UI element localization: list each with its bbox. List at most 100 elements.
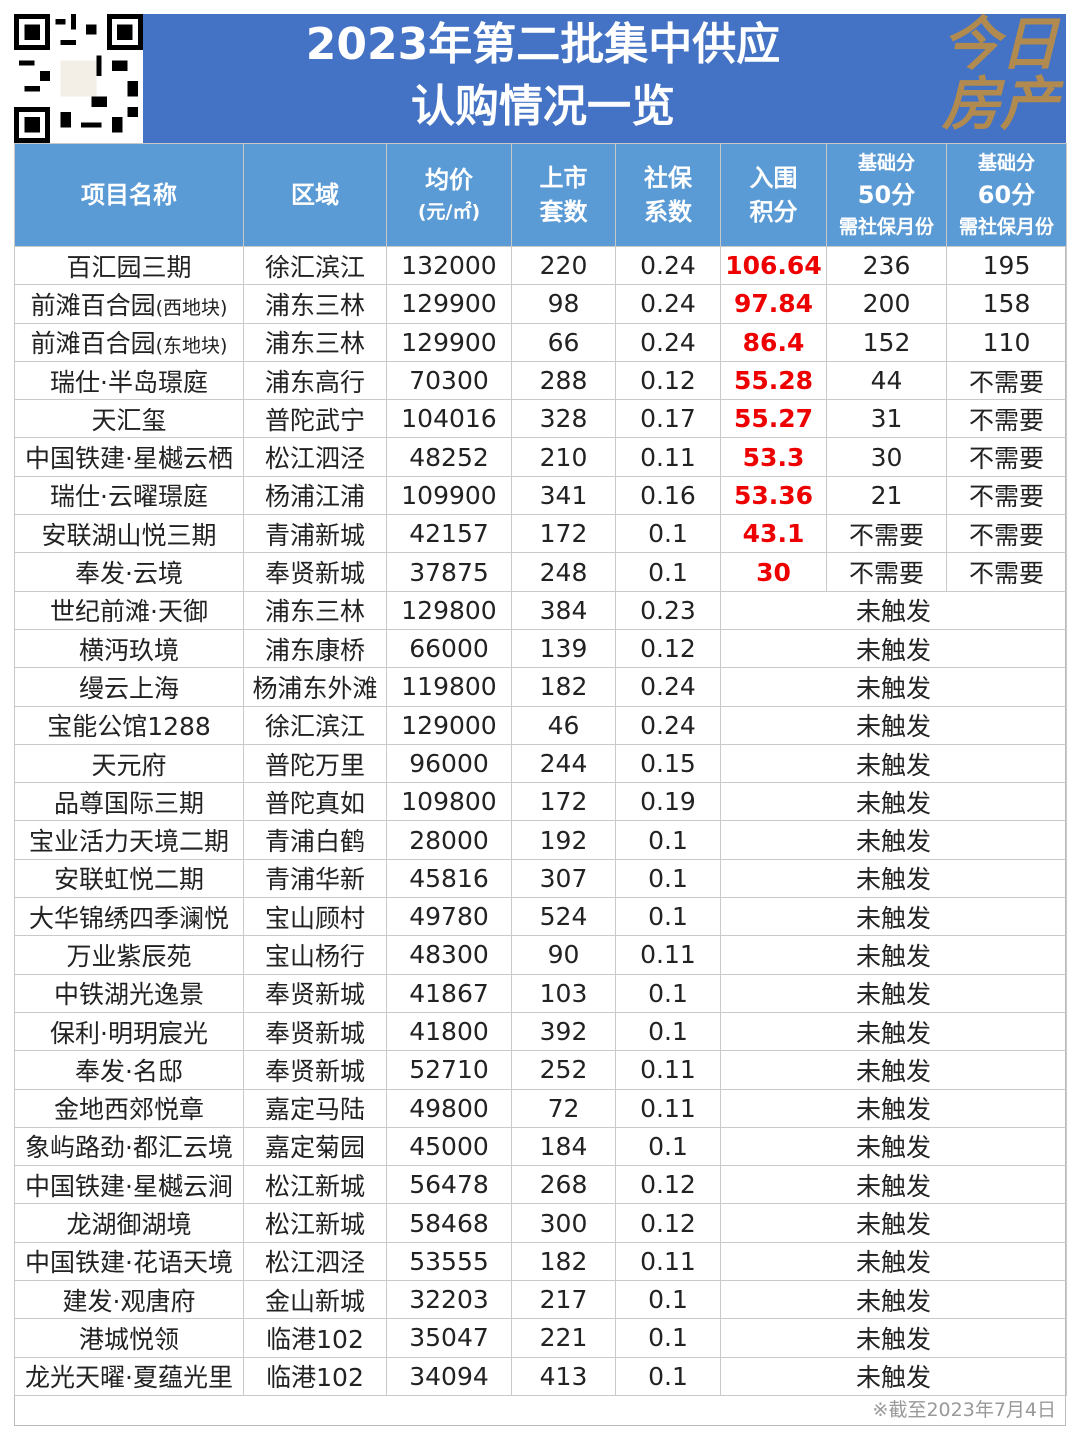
base60-months-cell: 不需要	[946, 360, 1067, 401]
project-name: 中国铁建·星樾云栖	[25, 444, 233, 474]
avg-price: 37875	[409, 557, 489, 587]
base60-months-cell: 110	[946, 322, 1067, 362]
area: 临港102	[266, 1324, 364, 1354]
avg-price-cell: 70300	[386, 360, 512, 401]
status: 未触发	[855, 597, 931, 627]
project-name: 中国铁建·星樾云涧	[25, 1171, 233, 1201]
footer-note: ※截至2023年7月4日	[872, 1399, 1056, 1421]
header-row: 项目名称 区域 均价 (元/㎡) 上市套数 社保系数 入围积分 基础分 50分 需社保…	[14, 143, 1067, 247]
base50-months-cell: 31	[826, 399, 947, 439]
area: 普陀万里	[264, 750, 365, 780]
units: 182	[539, 672, 588, 702]
status-cell: 未触发	[720, 1241, 1067, 1282]
social-coef-cell: 0.24	[615, 284, 721, 324]
social-coef: 0.24	[640, 251, 696, 281]
avg-price: 109800	[401, 787, 497, 817]
project-name-cell: 象屿路劲·都汇云境	[14, 1126, 244, 1167]
social-coef: 0.15	[640, 749, 696, 778]
area-cell: 嘉定菊园	[243, 1126, 387, 1167]
units-cell: 172	[511, 514, 616, 554]
avg-price: 129000	[401, 710, 497, 740]
social-coef-cell: 0.24	[615, 322, 721, 362]
base60-months: 不需要	[968, 405, 1044, 435]
header-name: 项目名称	[14, 143, 244, 247]
entry-score-cell: 55.27	[720, 399, 827, 439]
avg-price-cell: 129900	[386, 284, 512, 324]
units: 300	[539, 1208, 588, 1238]
project-name-cell: 安联虹悦二期	[14, 858, 244, 899]
status-cell: 未触发	[720, 858, 1067, 899]
avg-price-cell: 42157	[386, 514, 512, 554]
project-name: 瑞仕·云曜璟庭	[50, 482, 208, 512]
social-coef-cell: 0.1	[615, 514, 721, 554]
avg-price: 129900	[401, 289, 497, 319]
units-cell: 90	[511, 935, 616, 975]
status-cell: 未触发	[720, 705, 1067, 745]
area: 青浦新城	[264, 520, 365, 550]
area: 临港102	[266, 1363, 364, 1393]
area: 奉贤新城	[264, 1056, 365, 1086]
social-coef: 0.11	[640, 940, 696, 970]
units-cell: 268	[511, 1165, 616, 1205]
area-cell: 松江新城	[243, 1165, 387, 1205]
units: 210	[539, 442, 588, 472]
supply-table: 项目名称 区域 均价 (元/㎡) 上市套数 社保系数 入围积分 基础分 50分 需社保…	[14, 143, 1067, 1396]
social-coef: 0.19	[640, 787, 696, 817]
social-coef-cell: 0.11	[615, 437, 721, 477]
units: 524	[539, 902, 588, 932]
units-cell: 220	[511, 245, 616, 286]
base60-months: 195	[982, 251, 1031, 281]
social-coef-cell: 0.12	[615, 360, 721, 401]
area-cell: 金山新城	[243, 1280, 387, 1320]
social-coef: 0.24	[640, 710, 696, 740]
project-name: 天汇玺	[91, 405, 167, 435]
avg-price: 28000	[409, 825, 489, 855]
avg-price-cell: 34094	[386, 1356, 512, 1396]
area-cell: 嘉定马陆	[243, 1088, 387, 1128]
project-name-cell: 品尊国际三期	[14, 782, 244, 822]
table-row: 瑞仕·云曜璟庭 杨浦江浦 109900 341 0.16 53.36 21 不需要	[14, 475, 1067, 516]
social-coef-cell: 0.11	[615, 1241, 721, 1282]
table-row: 天元府 普陀万里 96000 244 0.15 未触发	[14, 743, 1067, 784]
units: 182	[539, 1246, 588, 1276]
social-coef: 0.24	[640, 289, 696, 319]
units-cell: 221	[511, 1318, 616, 1358]
project-name-cell: 宝业活力天境二期	[14, 820, 244, 860]
status: 未触发	[855, 635, 931, 665]
base50-months-cell: 21	[826, 475, 947, 516]
avg-price-cell: 37875	[386, 552, 512, 592]
base50-months-cell: 236	[826, 245, 947, 286]
project-name-cell: 金地西郊悦章	[14, 1088, 244, 1128]
table-row: 瑞仕·半岛璟庭 浦东高行 70300 288 0.12 55.28 44 不需要	[14, 360, 1067, 401]
status: 未触发	[855, 1210, 931, 1240]
project-name: 奉发·云境	[75, 559, 183, 589]
avg-price-cell: 96000	[386, 743, 512, 784]
area-cell: 浦东三林	[243, 284, 387, 324]
status-cell: 未触发	[720, 1126, 1067, 1167]
avg-price-cell: 56478	[386, 1165, 512, 1205]
project-name-cell: 龙湖御湖境	[14, 1203, 244, 1243]
avg-price-cell: 52710	[386, 1050, 512, 1090]
base50-months: 不需要	[848, 520, 924, 550]
units-cell: 392	[511, 1011, 616, 1052]
avg-price-cell: 48252	[386, 437, 512, 477]
project-name-cell: 前滩百合园(东地块)	[14, 322, 244, 362]
entry-score-cell: 106.64	[720, 245, 827, 286]
status: 未触发	[855, 1248, 931, 1278]
avg-price-cell: 66000	[386, 628, 512, 669]
area-cell: 普陀武宁	[243, 399, 387, 439]
units-cell: 413	[511, 1356, 616, 1396]
social-coef-cell: 0.1	[615, 1318, 721, 1358]
status: 未触发	[855, 750, 931, 780]
base50-months-cell: 200	[826, 284, 947, 324]
status-cell: 未触发	[720, 973, 1067, 1013]
units: 46	[547, 710, 580, 740]
avg-price-cell: 35047	[386, 1318, 512, 1358]
entry-score-cell: 86.4	[720, 322, 827, 362]
project-name-cell: 奉发·名邸	[14, 1050, 244, 1090]
status: 未触发	[855, 673, 931, 703]
area: 普陀真如	[264, 788, 365, 818]
units-cell: 288	[511, 360, 616, 401]
units-cell: 182	[511, 667, 616, 707]
units: 268	[539, 1170, 588, 1200]
